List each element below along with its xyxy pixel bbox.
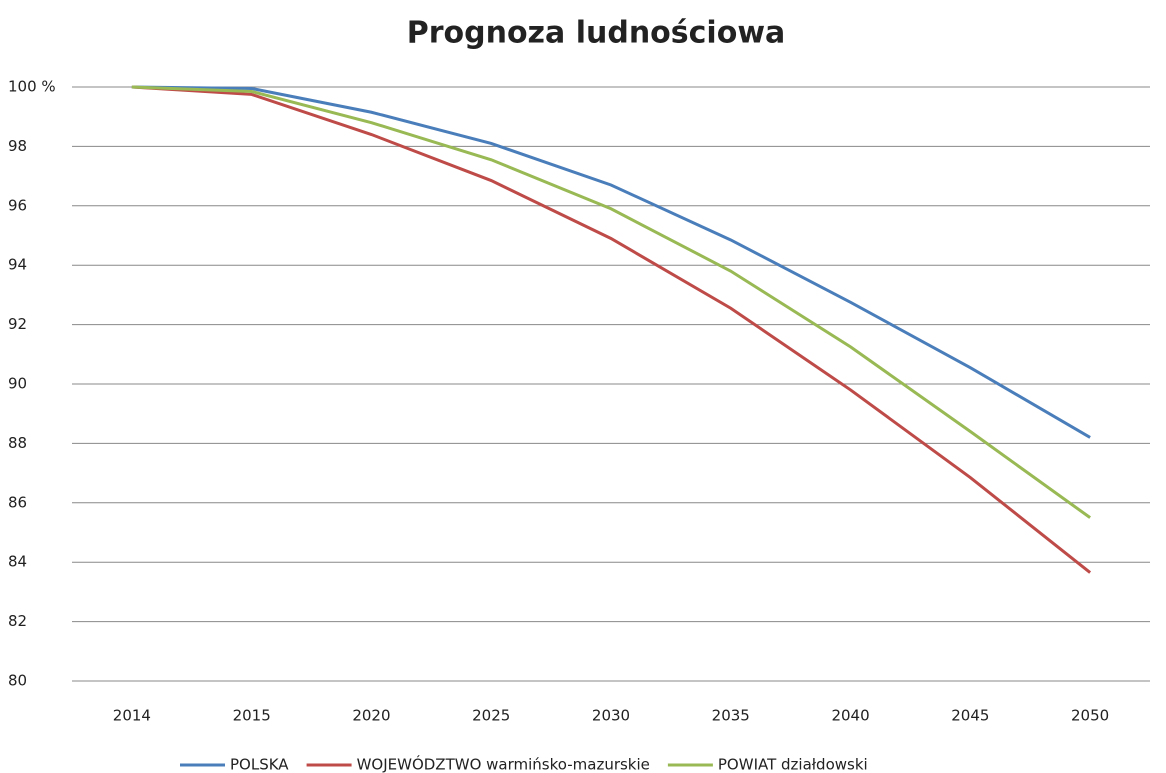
- y-tick-label: 98: [8, 137, 27, 155]
- legend-label: POWIAT działdowski: [718, 756, 868, 773]
- line-series: [131, 85, 1091, 519]
- y-tick-label: 80: [8, 672, 27, 690]
- chart-title: Prognoza ludnościowa: [407, 16, 786, 51]
- x-tick-label: 2014: [113, 707, 151, 725]
- x-tick-label: 2050: [1071, 707, 1109, 725]
- y-tick-label: 86: [8, 493, 27, 511]
- legend-label: WOJEWÓDZTWO warmińsko-mazurskie: [357, 755, 650, 773]
- x-tick-label: 2020: [352, 707, 390, 725]
- y-tick-label: 100 %: [8, 78, 56, 96]
- line-series: [131, 85, 1092, 574]
- x-tick-label: 2030: [592, 707, 630, 725]
- x-tick-label: 2045: [951, 707, 989, 725]
- y-tick-label: 94: [8, 256, 27, 274]
- x-tick-label: 2025: [472, 707, 510, 725]
- y-tick-label: 90: [8, 375, 27, 393]
- y-tick-label: 88: [8, 434, 27, 452]
- x-tick-label: 2035: [712, 707, 750, 725]
- y-tick-label: 84: [8, 553, 27, 571]
- line-series: [131, 85, 1091, 439]
- y-tick-label: 96: [8, 196, 27, 214]
- x-tick-label: 2040: [831, 707, 869, 725]
- legend-label: POLSKA: [230, 756, 289, 773]
- y-tick-label: 82: [8, 612, 27, 630]
- y-tick-label: 92: [8, 315, 27, 333]
- x-tick-label: 2015: [233, 707, 271, 725]
